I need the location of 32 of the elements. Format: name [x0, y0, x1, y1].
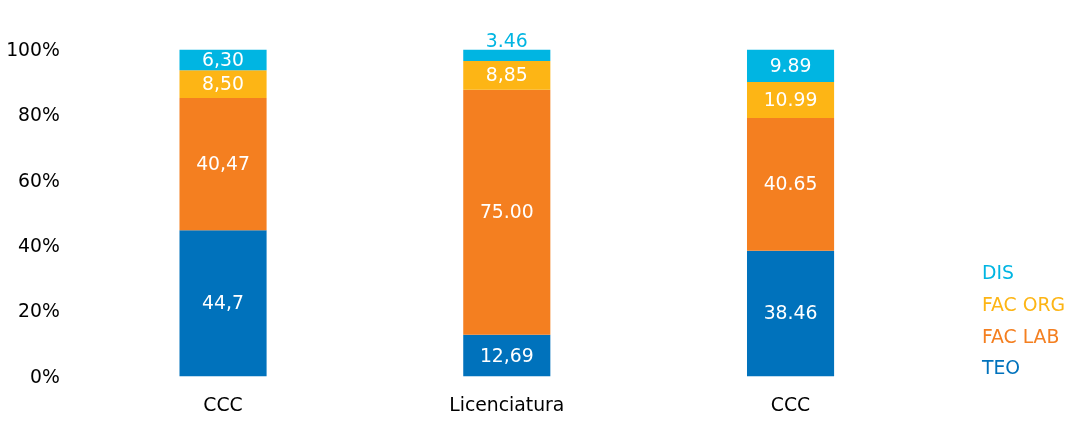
x-tick-label: CCC	[770, 394, 811, 416]
y-tick-label: 100%	[6, 39, 60, 61]
data-label: 40.65	[763, 173, 818, 195]
data-label: 75.00	[479, 201, 534, 223]
data-label: 8,85	[485, 64, 528, 86]
data-label: 8,50	[202, 73, 244, 95]
data-label: 10.99	[763, 88, 818, 110]
bar	[179, 70, 267, 99]
bar	[463, 89, 551, 335]
y-tick-label: 0%	[30, 365, 60, 387]
bar	[179, 98, 267, 231]
bar	[746, 250, 835, 377]
y-tick-label: 40%	[18, 235, 60, 257]
x-tick-label: Licenciatura	[449, 394, 565, 416]
y-tick-label: 80%	[18, 104, 60, 126]
y-tick-label: 60%	[18, 169, 60, 191]
y-tick-label: 20%	[18, 300, 60, 322]
bar	[746, 117, 835, 251]
text: TEO	[980, 357, 1021, 379]
data-label: 9.89	[769, 54, 812, 76]
data-label: 3.46	[485, 29, 528, 51]
x-tick-label: CCC	[203, 394, 243, 416]
data-label: 6,30	[202, 48, 244, 70]
data-label: 44,7	[202, 292, 244, 314]
text: DIS	[981, 262, 1014, 284]
text: FAC LAB	[981, 325, 1060, 347]
data-label: 12,69	[479, 344, 534, 366]
bar	[463, 49, 551, 61]
bar	[179, 230, 267, 377]
text: FAC ORG	[981, 293, 1066, 315]
data-label: 38.46	[763, 302, 818, 324]
data-label: 40,47	[196, 153, 250, 175]
